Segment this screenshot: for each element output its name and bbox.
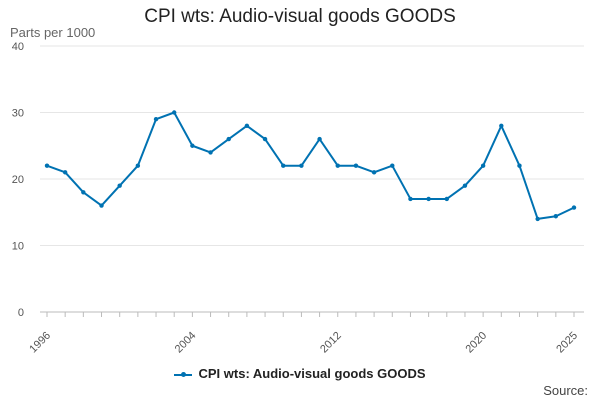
data-point-2015 <box>390 163 395 168</box>
data-point-2024 <box>553 214 559 219</box>
source-label: Source: <box>543 383 588 398</box>
chart-title: CPI wts: Audio-visual goods GOODS <box>144 6 456 27</box>
data-point-2007 <box>244 123 250 128</box>
data-point-2023 <box>535 216 540 222</box>
data-point-2010 <box>299 163 304 168</box>
data-point-2020 <box>480 163 486 168</box>
x-axis: 1996 2004 2012 2020 2025 <box>27 312 580 355</box>
legend-swatch <box>174 371 193 377</box>
y-tick-label: 20 <box>12 174 24 186</box>
data-point-1996 <box>44 163 50 168</box>
data-point-2013 <box>353 163 359 168</box>
data-point-1999 <box>99 203 104 208</box>
x-tick-label: 2020 <box>463 330 489 356</box>
series-line-0 <box>46 111 575 220</box>
legend-label: CPI wts: Audio-visual goods GOODS <box>198 366 426 381</box>
y-tick-label: 0 <box>18 307 24 319</box>
grid: 0 10 20 30 40 <box>12 41 584 319</box>
data-point-2014 <box>371 170 377 175</box>
data-point-2019 <box>462 183 468 188</box>
data-point-2021 <box>499 123 504 128</box>
y-tick-label: 40 <box>12 41 24 53</box>
data-point-2012 <box>335 163 340 168</box>
x-tick-label: 2025 <box>554 330 580 356</box>
data-point-2022 <box>517 163 522 168</box>
x-tick-label: 2012 <box>318 330 344 356</box>
data-point-2006 <box>226 136 231 142</box>
y-axis-label: Parts per 1000 <box>10 25 96 40</box>
data-point-2000 <box>117 183 122 188</box>
y-tick-label: 10 <box>12 241 24 253</box>
data-point-2009 <box>281 163 286 168</box>
x-tick-label: 2004 <box>173 330 199 356</box>
data-point-1998 <box>81 190 86 195</box>
data-point-2016 <box>408 196 413 202</box>
data-point-2005 <box>208 150 213 155</box>
x-tick-label: 1996 <box>27 330 53 356</box>
data-point-2011 <box>317 136 322 142</box>
legend: CPI wts: Audio-visual goods GOODS <box>0 366 600 381</box>
data-point-2001 <box>135 163 141 168</box>
data-point-2002 <box>153 116 159 122</box>
data-point-2008 <box>262 136 268 142</box>
data-point-2004 <box>190 143 195 148</box>
data-point-2003 <box>172 110 177 115</box>
data-point-2018 <box>444 196 449 202</box>
data-point-2017 <box>426 196 431 202</box>
data-point-2025 <box>571 205 577 210</box>
series-layer <box>44 110 577 222</box>
data-point-1997 <box>62 170 68 175</box>
y-tick-label: 30 <box>12 108 24 120</box>
